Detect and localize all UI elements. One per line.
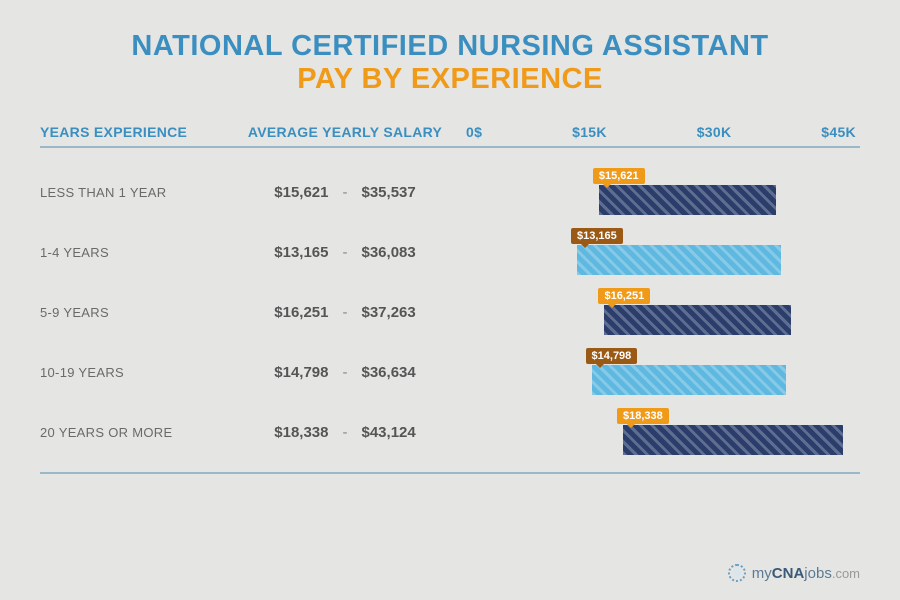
header-axis: 0$ $15K $30K $45K <box>460 124 860 140</box>
table-row: LESS THAN 1 YEAR$15,621-$35,537$15,621 <box>40 162 860 222</box>
header-salary: AVERAGE YEARLY SALARY <box>230 124 460 140</box>
axis-tick: $45K <box>821 124 856 140</box>
value-badge: $14,798 <box>586 348 638 364</box>
bar-wrap: $16,251 <box>604 305 791 335</box>
row-chart: $14,798 <box>460 342 860 402</box>
table-row: 1-4 YEARS$13,165-$36,083$13,165 <box>40 222 860 282</box>
row-label: 10-19 YEARS <box>40 365 230 380</box>
header-years: YEARS EXPERIENCE <box>40 124 230 140</box>
value-badge: $15,621 <box>593 168 645 184</box>
axis-tick: $30K <box>697 124 732 140</box>
bar-wrap: $15,621 <box>599 185 776 215</box>
salary-low: $14,798 <box>274 364 328 381</box>
bar-wrap: $18,338 <box>623 425 843 455</box>
row-salary-range: $14,798-$36,634 <box>230 364 460 381</box>
table-row: 20 YEARS OR MORE$18,338-$43,124$18,338 <box>40 402 860 462</box>
salary-bar <box>577 245 781 275</box>
row-salary-range: $13,165-$36,083 <box>230 244 460 261</box>
title-line-1: NATIONAL CERTIFIED NURSING ASSISTANT <box>40 30 860 63</box>
dash: - <box>343 244 348 261</box>
salary-bar <box>623 425 843 455</box>
footer-brand: myCNAjobs.com <box>728 564 860 582</box>
row-label: 5-9 YEARS <box>40 305 230 320</box>
brand-pre: my <box>752 565 772 582</box>
salary-bar <box>599 185 776 215</box>
dash: - <box>343 424 348 441</box>
row-salary-range: $15,621-$35,537 <box>230 184 460 201</box>
bar-wrap: $13,165 <box>577 245 781 275</box>
bar-wrap: $14,798 <box>592 365 786 395</box>
brand-text: myCNAjobs.com <box>752 565 860 582</box>
row-label: LESS THAN 1 YEAR <box>40 185 230 200</box>
dash: - <box>343 304 348 321</box>
title-line-2: PAY BY EXPERIENCE <box>40 63 860 96</box>
table-row: 10-19 YEARS$14,798-$36,634$14,798 <box>40 342 860 402</box>
salary-high: $37,263 <box>362 304 416 321</box>
bottom-rule <box>40 472 860 474</box>
brand-tld: .com <box>832 566 860 581</box>
row-chart: $13,165 <box>460 222 860 282</box>
table-headers: YEARS EXPERIENCE AVERAGE YEARLY SALARY 0… <box>40 124 860 148</box>
value-badge: $13,165 <box>571 228 623 244</box>
salary-high: $43,124 <box>362 424 416 441</box>
data-rows: LESS THAN 1 YEAR$15,621-$35,537$15,6211-… <box>40 148 860 462</box>
row-salary-range: $16,251-$37,263 <box>230 304 460 321</box>
salary-bar <box>592 365 786 395</box>
value-badge: $16,251 <box>598 288 650 304</box>
title-block: NATIONAL CERTIFIED NURSING ASSISTANT PAY… <box>40 30 860 96</box>
row-label: 1-4 YEARS <box>40 245 230 260</box>
row-chart: $16,251 <box>460 282 860 342</box>
salary-high: $35,537 <box>362 184 416 201</box>
salary-low: $16,251 <box>274 304 328 321</box>
salary-high: $36,083 <box>362 244 416 261</box>
salary-bar <box>604 305 791 335</box>
salary-low: $13,165 <box>274 244 328 261</box>
dash: - <box>343 184 348 201</box>
row-chart: $15,621 <box>460 162 860 222</box>
salary-high: $36,634 <box>362 364 416 381</box>
table-row: 5-9 YEARS$16,251-$37,263$16,251 <box>40 282 860 342</box>
axis-tick: $15K <box>572 124 607 140</box>
axis-tick: 0$ <box>466 124 482 140</box>
salary-low: $18,338 <box>274 424 328 441</box>
row-label: 20 YEARS OR MORE <box>40 425 230 440</box>
value-badge: $18,338 <box>617 408 669 424</box>
salary-low: $15,621 <box>274 184 328 201</box>
brand-main: CNA <box>772 565 805 582</box>
row-salary-range: $18,338-$43,124 <box>230 424 460 441</box>
row-chart: $18,338 <box>460 402 860 462</box>
brand-post: jobs <box>804 565 832 582</box>
logo-icon <box>728 564 746 582</box>
content-area: YEARS EXPERIENCE AVERAGE YEARLY SALARY 0… <box>40 124 860 474</box>
dash: - <box>343 364 348 381</box>
